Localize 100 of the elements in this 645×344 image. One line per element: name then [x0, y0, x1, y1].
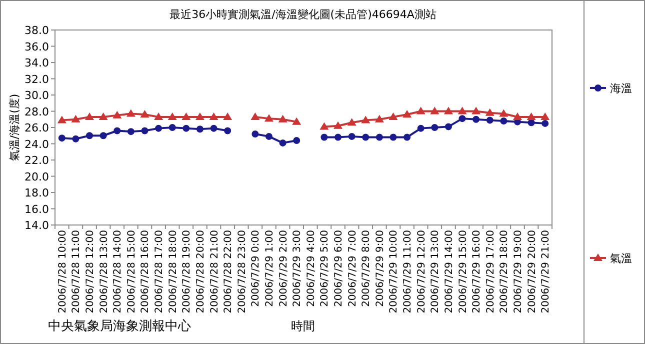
x-tick-label: 2006/7/29 21:00 [540, 230, 552, 314]
point [155, 124, 162, 132]
x-tick-label: 2006/7/28 20:00 [195, 230, 206, 314]
text: 中央氣象局海象測報中心 [48, 318, 191, 334]
x-tick-label: 2006/7/28 22:00 [223, 230, 234, 314]
chart-title: 最近36小時實測氣溫/海溫變化圖(未品管)46694A測站 [170, 8, 436, 21]
x-tick-label: 2006/7/29 8:00 [361, 230, 372, 307]
point [361, 116, 370, 124]
x-tick-label: 2006/7/28 14:00 [112, 230, 124, 314]
point [224, 127, 232, 134]
x-tick-label: 2006/7/29 1:00 [264, 230, 276, 307]
x-tick-label: 2006/7/28 13:00 [98, 230, 110, 314]
point [71, 114, 80, 122]
point [195, 112, 204, 120]
point [265, 132, 272, 140]
point [223, 112, 232, 120]
x-tick-label: 2006/7/29 0:00 [250, 230, 262, 307]
point [196, 126, 204, 133]
point [114, 127, 121, 134]
x-tick-label: 2006/7/29 5:00 [320, 230, 331, 307]
y-axis-title: 氣溫/海溫(度) [8, 94, 21, 162]
point [85, 112, 94, 120]
point [252, 130, 259, 138]
point [472, 116, 480, 123]
x-tick-label: 2006/7/29 10:00 [388, 230, 400, 314]
point [500, 118, 508, 124]
x-tick-label: 2006/7/29 13:00 [430, 230, 442, 314]
point [278, 114, 288, 122]
x-tick-label: 2006/7/29 18:00 [499, 230, 510, 314]
x-tick-label: 2006/7/29 16:00 [472, 230, 483, 314]
point [264, 114, 274, 122]
point [431, 124, 438, 131]
x-tick-label: 2006/7/28 18:00 [168, 230, 179, 314]
point [444, 123, 452, 130]
y-tick-label: 26.0 [24, 122, 49, 134]
point [486, 116, 494, 124]
x-tick-label: 2006/7/28 17:00 [154, 230, 166, 314]
x-tick-label: 2006/7/28 23:00 [236, 230, 248, 314]
point [320, 122, 329, 130]
x-tick-label: 2006/7/28 11:00 [71, 230, 82, 314]
point [458, 115, 466, 122]
x-tick-label: 2006/7/28 15:00 [126, 230, 138, 314]
x-tick-label: 2006/7/28 12:00 [85, 230, 96, 314]
y-tick-label: 38.0 [24, 24, 49, 37]
x-tick-label: 2006/7/29 4:00 [306, 230, 317, 307]
point [86, 132, 94, 140]
point [430, 106, 440, 114]
y-tick-label: 32.0 [24, 72, 49, 86]
y-tick-label: 20.0 [24, 170, 49, 184]
x-tick-label: 2006/7/29 2:00 [278, 230, 290, 307]
point [279, 139, 286, 146]
point [512, 112, 522, 120]
y-tick-label: 14.0 [24, 219, 49, 232]
legend-label: 氣溫 [610, 252, 632, 265]
x-tick-label: 2006/7/29 9:00 [374, 230, 386, 307]
y-tick-label: 16.0 [24, 202, 49, 216]
point [57, 116, 66, 124]
y-tick-label: 36.0 [24, 40, 49, 54]
x-tick-label: 2006/7/28 21:00 [209, 230, 220, 314]
point [416, 106, 426, 114]
point [348, 132, 356, 140]
point [154, 112, 164, 120]
point [182, 124, 190, 132]
point [444, 106, 453, 114]
x-tick-label: 2006/7/28 16:00 [140, 230, 152, 314]
point [293, 137, 300, 144]
x-axis-title: 時間 [291, 319, 315, 333]
point [98, 112, 108, 120]
y-tick-label: 34.0 [24, 56, 49, 70]
x-tick-label: 2006/7/29 17:00 [485, 230, 496, 314]
x-tick-label: 2006/7/29 7:00 [347, 230, 358, 307]
point [72, 135, 80, 142]
point [58, 134, 66, 142]
x-tick-label: 2006/7/29 6:00 [334, 230, 345, 307]
point [209, 112, 218, 120]
point [182, 112, 191, 120]
point [458, 106, 467, 114]
point [100, 132, 107, 140]
x-tick-label: 2006/7/29 19:00 [512, 230, 524, 314]
point [528, 119, 535, 126]
point [140, 110, 150, 118]
x-tick-label: 2006/7/29 15:00 [458, 230, 469, 314]
legend-label: 海溫 [610, 82, 632, 95]
x-tick-label: 2006/7/28 19:00 [182, 230, 193, 314]
x-tick-label: 2006/7/29 14:00 [444, 230, 455, 314]
point [417, 124, 424, 132]
point [526, 112, 536, 120]
point [292, 117, 302, 125]
x-tick-label: 2006/7/29 20:00 [526, 230, 538, 314]
point [376, 134, 383, 141]
point [127, 128, 134, 136]
point [347, 118, 356, 126]
point [472, 106, 481, 114]
point [320, 134, 328, 141]
point [485, 108, 494, 116]
x-tick-label: 2006/7/29 11:00 [402, 230, 414, 314]
point [334, 121, 343, 129]
point [141, 127, 148, 134]
x-tick-label: 2006/7/28 10:00 [57, 230, 68, 314]
point [542, 120, 549, 127]
